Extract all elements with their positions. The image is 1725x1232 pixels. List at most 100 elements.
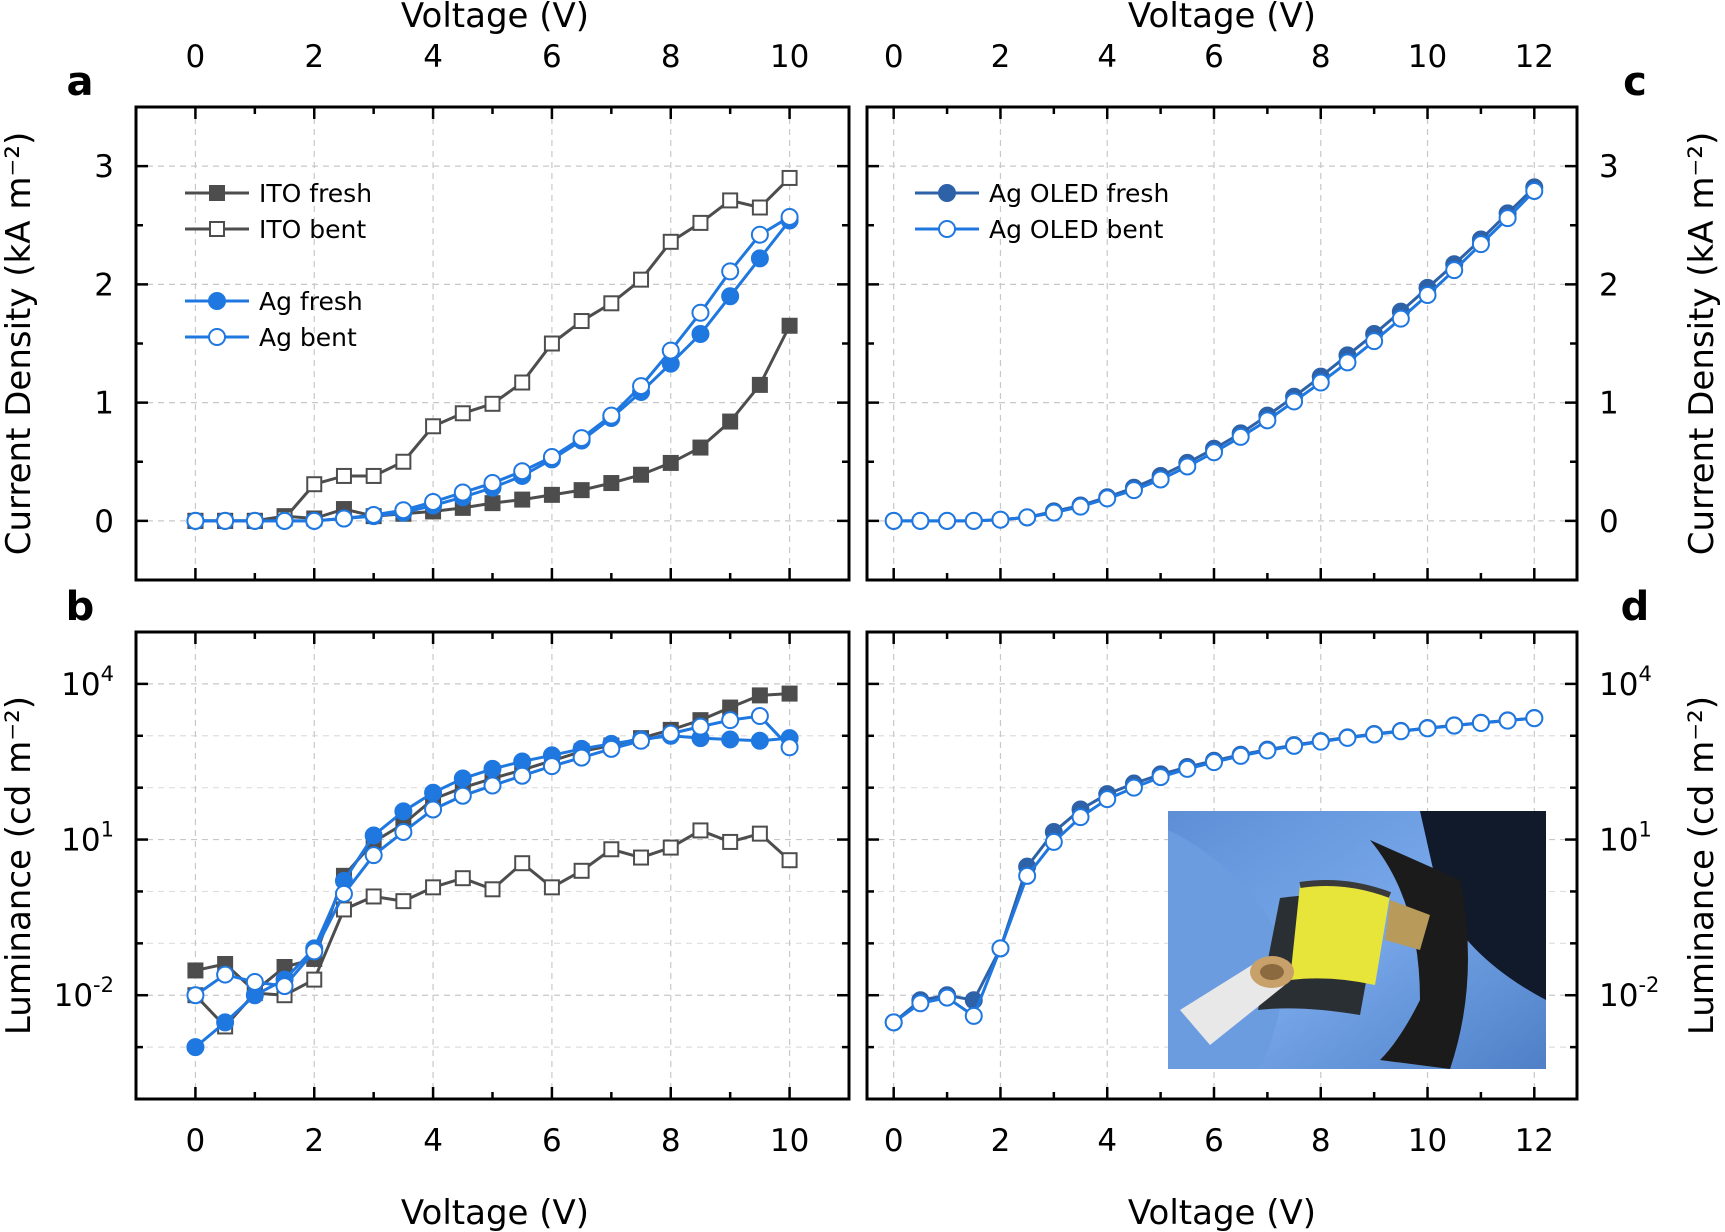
y-tick-label: 104	[61, 662, 114, 703]
data-point	[1471, 235, 1490, 254]
data-point	[1311, 373, 1330, 392]
panel-label: c	[1623, 59, 1647, 105]
y-tick-label: 1	[1599, 386, 1619, 422]
data-point	[751, 199, 768, 216]
data-point	[1418, 719, 1437, 738]
data-point	[991, 510, 1010, 529]
data-point	[484, 495, 501, 512]
data-point	[483, 474, 502, 493]
data-point	[1365, 725, 1384, 744]
data-point	[781, 685, 798, 702]
data-point	[514, 855, 531, 872]
data-point	[1311, 732, 1330, 751]
data-point	[424, 492, 443, 511]
data-point	[662, 839, 679, 856]
data-point	[1151, 768, 1170, 787]
data-point	[661, 341, 680, 360]
data-point	[781, 852, 798, 869]
data-point	[721, 287, 740, 306]
x-tick-label: 0	[186, 39, 206, 75]
data-point	[633, 466, 650, 483]
y-tick-label: 0	[94, 504, 114, 540]
data-point	[751, 687, 768, 704]
x-tick-label: 0	[186, 1123, 206, 1159]
data-point	[1258, 411, 1277, 430]
data-point	[1098, 790, 1117, 809]
data-point	[484, 395, 501, 412]
legend-label: Ag OLED bent	[989, 215, 1164, 244]
x-tick-label: 4	[423, 39, 443, 75]
legend-label: Ag bent	[259, 323, 357, 352]
data-point	[722, 413, 739, 430]
data-point	[1498, 209, 1517, 228]
data-point	[1365, 332, 1384, 351]
panel-a: 0 2 4 6 8 10 0 1 2 3 Current Density (kA m⁻²) a ITO …	[0, 39, 851, 582]
data-point	[603, 475, 620, 492]
data-point	[335, 467, 352, 484]
data-point	[1418, 286, 1437, 305]
x-tick-label: 10	[1408, 1123, 1447, 1159]
data-point	[424, 783, 443, 802]
data-point	[691, 303, 710, 322]
data-point	[1018, 508, 1037, 527]
data-point	[691, 325, 710, 344]
data-point	[603, 295, 620, 312]
data-point	[602, 406, 621, 425]
data-point	[722, 192, 739, 209]
data-point	[425, 418, 442, 435]
legend: ITO fresh ITO bent Ag fresh Ag bent	[185, 179, 372, 352]
y-tick-label: 10-2	[54, 973, 114, 1014]
data-point	[394, 501, 413, 520]
data-point	[245, 972, 264, 991]
data-point	[602, 739, 621, 758]
data-point	[275, 511, 294, 530]
x-tick-label: 2	[304, 39, 324, 75]
x-tick-label: 10	[770, 39, 809, 75]
series-ag-oled-bent	[884, 709, 1544, 1032]
data-point	[603, 841, 620, 858]
data-point	[1071, 497, 1090, 516]
inset-photo	[1168, 811, 1546, 1069]
data-point	[1525, 181, 1544, 200]
data-point	[633, 849, 650, 866]
data-point	[306, 476, 323, 493]
data-point	[484, 881, 501, 898]
data-point	[395, 453, 412, 470]
legend-label: Ag OLED fresh	[989, 179, 1169, 208]
y-tick-label: 104	[1599, 662, 1652, 703]
data-point	[1231, 427, 1250, 446]
plot-frame	[865, 105, 1579, 582]
data-point	[692, 214, 709, 231]
data-point	[632, 377, 651, 396]
data-point	[425, 879, 442, 896]
data-point	[1391, 309, 1410, 328]
legend-marker	[208, 292, 226, 310]
data-point	[1178, 759, 1197, 778]
y-axis-title: Current Density (kA m⁻²)	[0, 132, 39, 556]
data-point	[662, 233, 679, 250]
data-point	[751, 376, 768, 393]
data-point	[938, 511, 957, 530]
data-point	[661, 724, 680, 743]
y-axis-title: Luminance (cd m⁻²)	[0, 696, 39, 1035]
data-point	[1204, 753, 1223, 772]
data-point	[306, 971, 323, 988]
data-point	[750, 225, 769, 244]
data-point	[1098, 489, 1117, 508]
panel-label: a	[67, 59, 94, 105]
data-point	[305, 942, 324, 961]
y-tick-label: 2	[1599, 267, 1619, 303]
x-tick-label: 12	[1515, 39, 1554, 75]
data-point	[572, 748, 591, 767]
data-point	[454, 405, 471, 422]
data-point	[780, 738, 799, 757]
legend: Ag OLED fresh Ag OLED bent	[915, 179, 1169, 244]
data-point	[483, 776, 502, 795]
data-point	[186, 1038, 205, 1057]
data-point	[632, 731, 651, 750]
data-point	[721, 262, 740, 281]
data-point	[1204, 443, 1223, 462]
data-point	[453, 786, 472, 805]
data-point	[722, 833, 739, 850]
